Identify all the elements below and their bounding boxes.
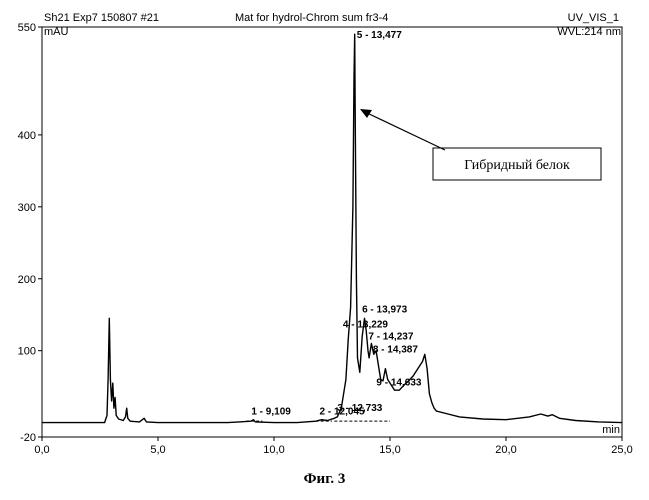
x-tick-label: 25,0: [611, 444, 632, 456]
y-tick-label: 550: [18, 22, 36, 34]
x-axis-label: min: [602, 424, 620, 436]
peak-label: 5 - 13,477: [357, 30, 402, 41]
figure-caption: Фиг. 3: [0, 471, 649, 488]
callout-arrowhead: [360, 109, 372, 118]
x-tick-label: 10,0: [263, 444, 284, 456]
y-axis-label: mAU: [44, 26, 69, 38]
peak-label: 1 - 9,109: [251, 407, 291, 418]
x-tick-label: 5,0: [150, 444, 165, 456]
callout-text: Гибридный белок: [464, 158, 570, 173]
header-right-wavelength: WVL:214 nm: [557, 26, 621, 38]
peak-label: 9 - 14,633: [376, 377, 421, 388]
x-tick-label: 0,0: [34, 444, 49, 456]
y-tick-label: 100: [18, 346, 36, 358]
y-tick-label: 400: [18, 130, 36, 142]
header-center: Mat for hydrol-Chrom sum fr3-4: [235, 12, 388, 24]
y-tick-label: -20: [20, 432, 36, 444]
chromatogram-chart: Sh21 Exp7 150807 #21 Mat for hydrol-Chro…: [0, 0, 649, 470]
x-tick-label: 15,0: [379, 444, 400, 456]
axis-ticks: 0,0 5,0 10,0 15,0 20,0 25,0 -20 100 200 300 400 550: [18, 22, 633, 456]
chromatogram-trace: [42, 34, 622, 422]
callout-arrow-line: [365, 112, 445, 150]
peak-label: 3 - 12,733: [337, 403, 382, 414]
y-tick-label: 300: [18, 202, 36, 214]
peak-label: 7 - 14,237: [368, 331, 413, 342]
peak-label: 4 - 13,229: [343, 320, 388, 331]
header-right: UV_VIS_1: [568, 12, 619, 24]
peak-labels: 1 - 9,1092 - 12,0453 - 12,7334 - 13,2295…: [251, 30, 422, 418]
peak-label: 8 - 14,387: [373, 345, 418, 356]
y-tick-label: 200: [18, 274, 36, 286]
header-left: Sh21 Exp7 150807 #21: [44, 12, 159, 24]
peak-label: 6 - 13,973: [362, 304, 407, 315]
plot-frame: [42, 27, 622, 437]
x-tick-label: 20,0: [495, 444, 516, 456]
callout: Гибридный белок: [360, 109, 601, 180]
